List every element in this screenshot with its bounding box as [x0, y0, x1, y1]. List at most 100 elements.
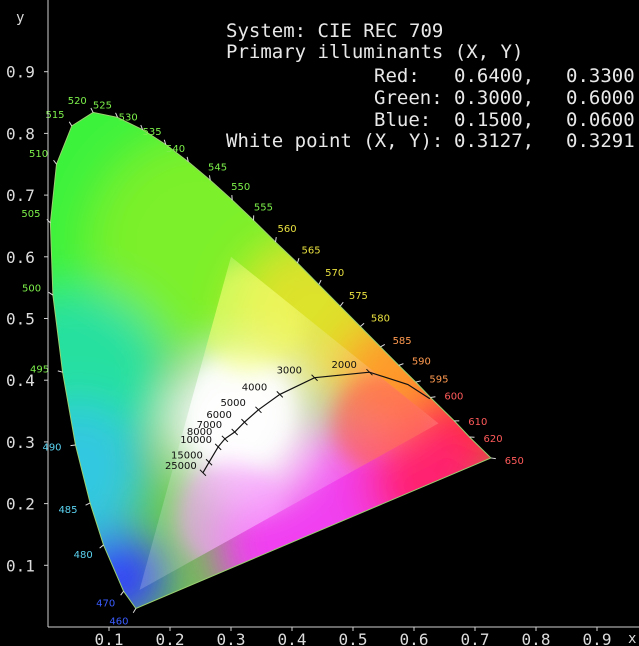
wavelength-tick	[57, 370, 63, 373]
cct-label: 4000	[242, 382, 267, 393]
wavelength-label: 620	[483, 434, 502, 445]
cct-label: 7000	[197, 420, 222, 431]
x-axis-label: x	[628, 631, 636, 646]
wavelength-tick	[68, 121, 73, 127]
y-tick-label: 0.4	[6, 371, 35, 390]
wavelength-label: 495	[30, 365, 49, 376]
y-tick-label: 0.8	[6, 124, 35, 143]
cct-label: 8000	[187, 427, 212, 438]
wavelength-label: 590	[412, 356, 431, 367]
wavelength-tick	[186, 156, 189, 162]
y-axis-label: y	[16, 10, 24, 26]
wavelength-label: 560	[278, 224, 297, 235]
x-tick-label: 0.4	[278, 630, 307, 646]
wavelength-label: 520	[68, 96, 87, 107]
cct-tick	[199, 469, 207, 477]
cct-tick	[231, 428, 239, 436]
wavelength-label: 600	[444, 392, 463, 403]
wavelength-label: 505	[21, 209, 40, 220]
y-tick-label: 0.9	[6, 63, 35, 82]
x-tick-label: 0.8	[522, 630, 551, 646]
wavelength-label: 485	[58, 505, 77, 516]
wavelength-tick	[120, 590, 125, 596]
wavelength-tick	[140, 124, 144, 130]
wavelength-tick	[46, 218, 51, 224]
cct-label: 3000	[277, 366, 302, 377]
wavelength-label: 500	[22, 283, 41, 294]
cct-label: 15000	[171, 450, 203, 461]
wavelength-label: 540	[166, 144, 185, 155]
wavelength-label: 460	[109, 616, 128, 627]
wavelength-tick	[490, 457, 496, 460]
wavelength-tick	[53, 159, 57, 165]
cct-label: 2000	[331, 360, 356, 371]
x-tick-label: 0.3	[217, 630, 246, 646]
wavelength-label: 575	[349, 291, 368, 302]
x-tick-label: 0.7	[461, 630, 490, 646]
wavelength-tick	[85, 502, 91, 506]
wavelength-tick	[339, 301, 344, 307]
wavelength-label: 525	[93, 101, 112, 112]
y-tick-label: 0.6	[6, 248, 35, 267]
cct-tick	[241, 418, 248, 426]
x-tick-label: 0.2	[156, 630, 185, 646]
y-tick-label: 0.5	[6, 310, 35, 329]
cct-tick	[255, 406, 262, 414]
x-tick-label: 0.5	[339, 630, 368, 646]
x-axis-ticks: 0.1 0.2 0.3 0.4 0.5 0.6 0.7 0.8 0.9	[95, 627, 612, 646]
wavelength-labels: 460 470 480 485 490 495 500 505 510 515 520 525 530 5…	[21, 96, 523, 627]
wavelength-tick	[297, 258, 300, 264]
wavelength-tick	[275, 236, 277, 243]
wavelength-label: 510	[29, 149, 48, 160]
wavelength-label: 490	[42, 443, 61, 454]
x-tick-label: 0.9	[583, 630, 612, 646]
y-tick-label: 0.2	[6, 495, 35, 514]
wavelength-label: 595	[429, 375, 448, 386]
wavelength-label: 580	[371, 313, 390, 324]
cct-tick	[214, 443, 222, 451]
wavelength-tick	[398, 363, 404, 366]
cct-label: 5000	[220, 398, 245, 409]
y-axis-ticks: 0.1 0.2 0.3 0.4 0.5 0.6 0.7 0.8 0.9	[6, 63, 48, 575]
cct-tick	[205, 458, 213, 466]
planckian-curve	[202, 371, 431, 474]
wavelength-tick	[208, 175, 211, 181]
wavelength-label: 535	[143, 127, 162, 138]
x-tick-label: 0.1	[95, 630, 124, 646]
y-tick-label: 0.1	[6, 556, 35, 575]
wavelength-tick	[380, 343, 386, 348]
wavelength-label: 530	[119, 113, 138, 124]
wavelength-tick	[99, 544, 104, 549]
wavelength-tick	[132, 608, 137, 614]
wavelength-label: 480	[74, 550, 93, 561]
y-tick-label: 0.7	[6, 186, 35, 205]
wavelength-label: 610	[468, 417, 487, 428]
wavelength-label: 555	[254, 202, 273, 213]
wavelength-tick	[430, 396, 436, 398]
wavelength-label: 585	[393, 336, 412, 347]
wavelength-label: 545	[208, 162, 227, 173]
cct-tick	[366, 368, 373, 376]
cct-label: 10000	[180, 435, 212, 446]
x-tick-label: 0.6	[400, 630, 429, 646]
color-blob	[50, 402, 149, 543]
wavelength-label: 570	[325, 268, 344, 279]
wavelength-tick	[115, 112, 118, 118]
gamut-blob	[182, 356, 293, 467]
wavelength-tick	[70, 444, 76, 447]
cct-tick	[221, 435, 229, 443]
wavelength-tick	[90, 107, 94, 113]
cct-tick	[311, 374, 318, 382]
wavelength-tick	[48, 291, 54, 296]
wavelength-label: 650	[505, 456, 524, 467]
wavelength-tick	[415, 380, 421, 383]
wavelength-label: 565	[302, 246, 321, 257]
wavelength-tick	[318, 279, 322, 285]
wavelength-label: 550	[231, 182, 250, 193]
wavelength-tick	[163, 139, 167, 145]
wavelength-label: 470	[96, 598, 115, 609]
cct-tick	[276, 391, 284, 398]
